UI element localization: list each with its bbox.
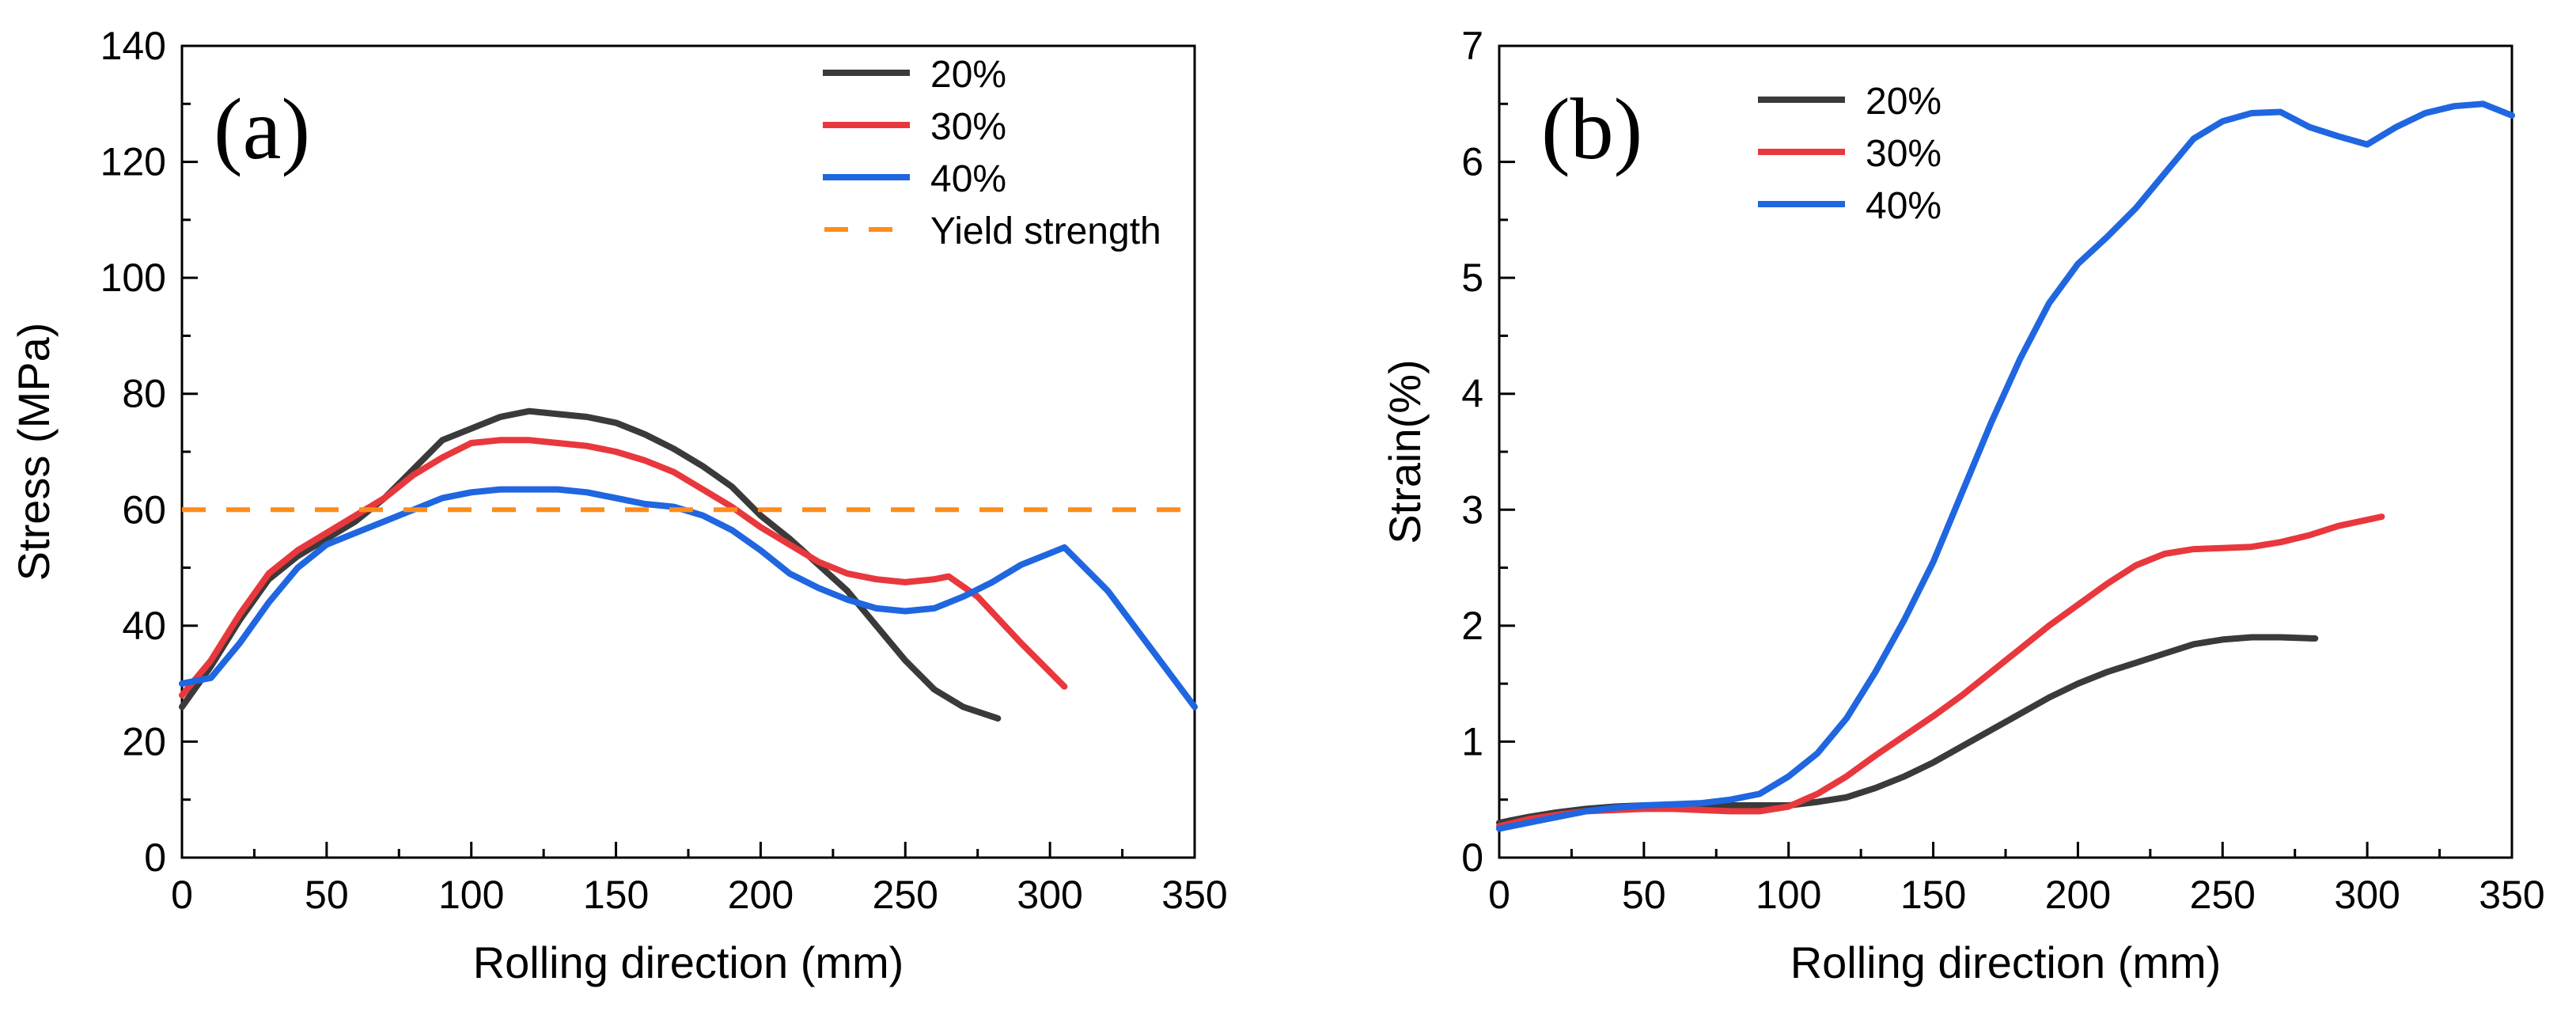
x-tick-label: 150 [1900, 873, 1966, 917]
y-tick-label: 20 [122, 719, 166, 763]
series-line-30 [1496, 513, 2385, 830]
legend-label: 30% [930, 106, 1006, 148]
panel-label: (a) [214, 81, 310, 177]
y-tick-label: 120 [100, 140, 166, 184]
y-tick-label: 6 [1461, 140, 1483, 184]
y-tick-label: 0 [144, 835, 166, 880]
x-tick-label: 250 [873, 873, 938, 917]
x-tick-label: 350 [2479, 873, 2544, 917]
x-tick-label: 100 [1756, 873, 1821, 917]
x-axis-label: Rolling direction (mm) [473, 938, 904, 987]
panel-b: 0 50 100 150 200 250 300 350 0 1 2 3 4 5 6 7 Rolling dir… [1380, 24, 2545, 987]
y-axis-label: Strain(%) [1380, 359, 1430, 544]
y-axis-label: Stress (MPa) [9, 323, 59, 581]
legend-label: Yield strength [930, 210, 1161, 252]
series-line-40 [179, 486, 1198, 710]
x-tick-label: 200 [2045, 873, 2111, 917]
x-tick-label: 0 [1488, 873, 1510, 917]
x-tick-label: 350 [1161, 873, 1227, 917]
series-line-40 [1496, 100, 2515, 832]
x-tick-label: 300 [2334, 873, 2400, 917]
y-tick-label: 4 [1461, 372, 1483, 416]
series-line-20 [1496, 634, 2319, 826]
plot-frame [180, 44, 1196, 859]
x-tick-label: 100 [438, 873, 504, 917]
y-tick-label: 7 [1461, 24, 1483, 68]
legend-label: 20% [930, 54, 1006, 96]
panel-a: 0 50 100 150 200 250 300 350 0 20 40 60 80 100 120 140 R… [9, 24, 1228, 987]
legend-label: 20% [1866, 81, 1941, 123]
legend-label: 30% [1866, 133, 1941, 175]
legend-label: 40% [930, 158, 1006, 200]
y-tick-label: 1 [1461, 719, 1483, 763]
legend-label: 40% [1866, 185, 1941, 227]
x-axis-label: Rolling direction (mm) [1790, 938, 2222, 987]
x-tick-label: 0 [171, 873, 193, 917]
plot-frame [1498, 44, 2513, 859]
x-tick-label: 150 [583, 873, 649, 917]
y-tick-label: 60 [122, 487, 166, 532]
series-line-30 [179, 437, 1068, 699]
y-tick-label: 5 [1461, 256, 1483, 300]
panel-label: (b) [1541, 81, 1642, 177]
x-tick-label: 200 [728, 873, 794, 917]
y-tick-label: 100 [100, 256, 166, 300]
x-tick-label: 250 [2190, 873, 2256, 917]
y-tick-label: 2 [1461, 604, 1483, 648]
y-tick-label: 40 [122, 604, 166, 648]
y-tick-label: 140 [100, 24, 166, 68]
y-tick-label: 3 [1461, 487, 1483, 532]
x-tick-label: 50 [1622, 873, 1666, 917]
x-tick-label: 300 [1017, 873, 1082, 917]
y-tick-label: 80 [122, 372, 166, 416]
y-tick-label: 0 [1461, 835, 1483, 880]
x-tick-label: 50 [305, 873, 349, 917]
